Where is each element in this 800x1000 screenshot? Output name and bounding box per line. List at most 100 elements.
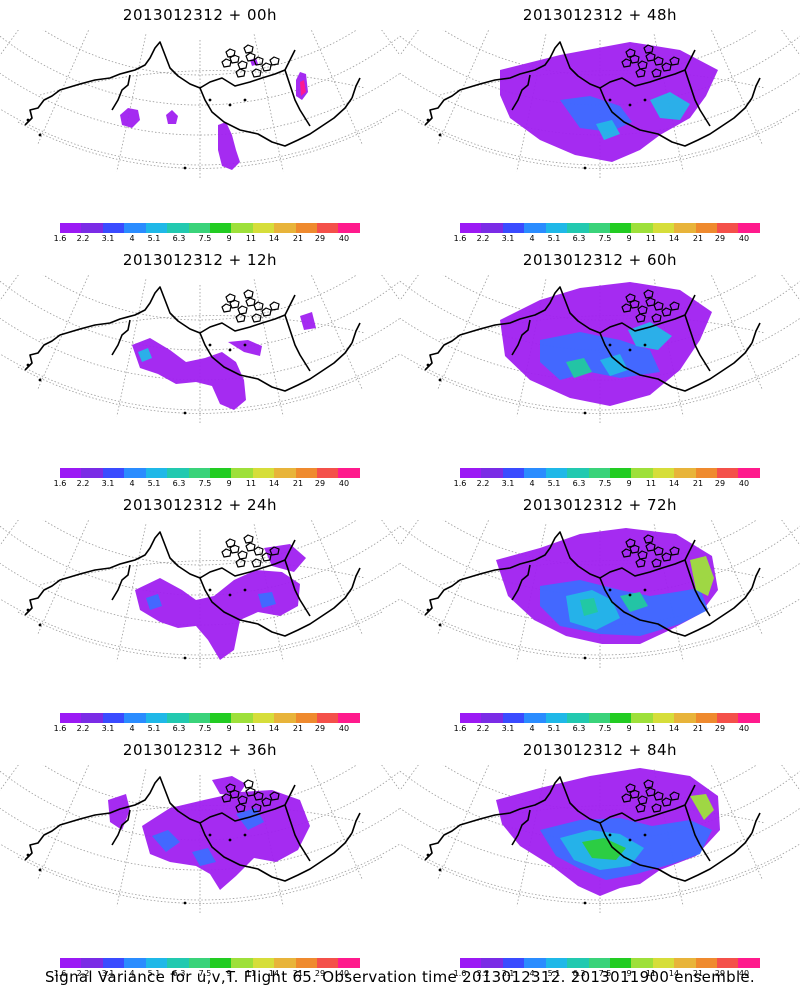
colorbar-label: 2.2 (76, 969, 90, 978)
variance-region (650, 92, 690, 120)
colorbar-label: 29 (714, 724, 726, 733)
colorbar-swatch (60, 958, 82, 968)
colorbar-label: 4 (129, 724, 135, 733)
colorbar-label: 9 (226, 234, 232, 243)
map-panel: 2013012312 + 84h 1.6 2.2 3.1 4 5.1 6.3 7.5 9 11 14… (400, 735, 800, 980)
colorbar-swatch (124, 713, 146, 723)
panel-title: 2013012312 + 48h (522, 6, 678, 24)
colorbar-swatch (631, 468, 653, 478)
variance-region (152, 830, 180, 852)
colorbar-label: 40 (338, 479, 350, 488)
colorbar-swatch (674, 223, 696, 233)
colorbar (60, 958, 360, 968)
coastline (24, 41, 361, 170)
colorbar-label: 4 (129, 234, 135, 243)
colorbar-swatch (124, 468, 146, 478)
colorbar-swatch (167, 468, 189, 478)
colorbar-label: 2.2 (476, 724, 490, 733)
colorbar-swatch (252, 713, 275, 723)
colorbar-labels: 1.6 2.2 3.1 4 5.1 6.3 7.5 9 11 14 21 29 40 (454, 724, 760, 734)
colorbar-labels: 1.6 2.2 3.1 4 5.1 6.3 7.5 9 11 14 21 29 40 (454, 234, 760, 244)
colorbar-label: 14 (668, 479, 680, 488)
colorbar-label: 40 (738, 724, 750, 733)
colorbar-swatch (567, 958, 589, 968)
variance-region (166, 110, 178, 124)
colorbar-label: 1.6 (453, 969, 467, 978)
colorbar-label: 11 (245, 969, 257, 978)
colorbar-swatch (124, 958, 146, 968)
colorbar-swatch (460, 223, 482, 233)
map (400, 765, 800, 915)
coastline (424, 531, 761, 660)
variance-region (500, 42, 718, 162)
panel-title: 2013012312 + 36h (122, 741, 278, 759)
variance-region (120, 108, 140, 128)
colorbar-labels: 1.6 2.2 3.1 4 5.1 6.3 7.5 9 11 14 21 29 40 (54, 969, 360, 979)
graticule (400, 275, 800, 425)
colorbar-swatch (252, 958, 275, 968)
colorbar-label: 14 (268, 969, 280, 978)
variance-region (690, 556, 714, 596)
colorbar-swatch (567, 468, 589, 478)
variance-region (192, 848, 216, 866)
colorbar-swatch (674, 958, 696, 968)
colorbar-labels: 1.6 2.2 3.1 4 5.1 6.3 7.5 9 11 14 21 29 40 (54, 479, 360, 489)
colorbar-swatch (567, 713, 589, 723)
colorbar-label: 11 (245, 234, 257, 243)
variance-region (620, 592, 648, 612)
colorbar-swatch (188, 468, 210, 478)
variance-region (228, 340, 262, 356)
variance-region (690, 794, 714, 820)
colorbar-swatch (295, 468, 318, 478)
colorbar-label: 29 (314, 479, 326, 488)
figure-caption: Signal Variance for u,v,T. Flight 65. Ob… (44, 968, 756, 986)
graticule (0, 520, 400, 670)
colorbar-swatch (124, 223, 146, 233)
colorbar-label: 9 (626, 234, 632, 243)
colorbar-label: 21 (692, 969, 704, 978)
colorbar-swatch (738, 713, 760, 723)
colorbar-swatch (317, 468, 339, 478)
colorbar-swatch (274, 713, 296, 723)
variance-region (132, 338, 246, 410)
colorbar-label: 7.5 (198, 724, 212, 733)
colorbar-swatch (145, 713, 168, 723)
colorbar-label: 3.1 (101, 969, 115, 978)
map (0, 520, 400, 670)
colorbar-label: 11 (245, 479, 257, 488)
colorbar-label: 5.1 (147, 479, 161, 488)
colorbar-label: 11 (645, 479, 657, 488)
colorbar-swatch (738, 223, 760, 233)
colorbar-label: 9 (626, 969, 632, 978)
colorbar-label: 11 (645, 234, 657, 243)
colorbar-label: 7.5 (598, 969, 612, 978)
colorbar-swatch (481, 468, 503, 478)
colorbar-swatch (717, 468, 739, 478)
colorbar-swatch (481, 958, 503, 968)
colorbar-swatch (717, 958, 739, 968)
variance-region (236, 808, 264, 830)
map-panel: 2013012312 + 60h 1.6 2.2 3.1 4 5.1 6.3 7.5 9 11 14… (400, 245, 800, 490)
colorbar-label: 29 (314, 724, 326, 733)
colorbar-swatch (188, 713, 210, 723)
colorbar-swatch (167, 223, 189, 233)
colorbar-label: 5.1 (547, 234, 561, 243)
colorbar-label: 14 (668, 234, 680, 243)
colorbar-label: 3.1 (501, 969, 515, 978)
panel-title: 2013012312 + 72h (522, 496, 678, 514)
colorbar-label: 5.1 (547, 479, 561, 488)
colorbar-swatch (717, 713, 739, 723)
panel-title: 2013012312 + 60h (522, 251, 678, 269)
colorbar-swatch (338, 468, 360, 478)
coastline (424, 776, 761, 905)
colorbar-swatch (588, 713, 610, 723)
colorbar-swatch (631, 223, 653, 233)
colorbar-label: 1.6 (453, 479, 467, 488)
colorbar-label: 7.5 (598, 724, 612, 733)
colorbar-swatch (209, 468, 232, 478)
colorbar-swatch (588, 223, 610, 233)
colorbar-swatch (338, 713, 360, 723)
variance-shading (132, 312, 316, 410)
colorbar-label: 1.6 (53, 479, 67, 488)
colorbar-label: 29 (714, 969, 726, 978)
